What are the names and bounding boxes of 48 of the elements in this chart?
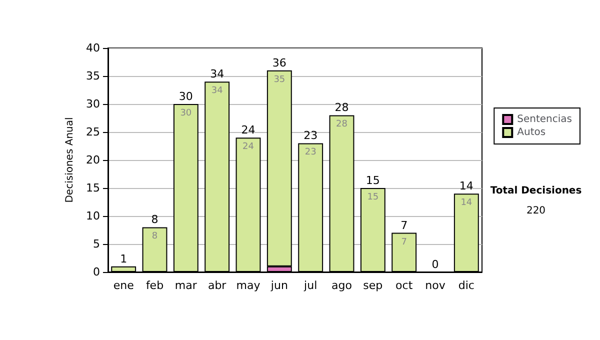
text: Total Decisiones bbox=[490, 186, 582, 196]
data-label: 7 bbox=[401, 237, 407, 248]
x-tick-label: ene bbox=[113, 279, 134, 292]
x-tick-label: mar bbox=[174, 279, 198, 292]
y-tick-label: 15 bbox=[86, 182, 100, 194]
x-tick-label: jul bbox=[303, 279, 318, 292]
data-label: 30 bbox=[180, 108, 192, 118]
y-tick-label: 35 bbox=[86, 70, 100, 82]
y-tick-label: 25 bbox=[86, 126, 100, 138]
total-label: 8 bbox=[151, 213, 158, 226]
text: 220 bbox=[526, 206, 546, 216]
data-label: 23 bbox=[304, 148, 316, 158]
total-label: 23 bbox=[304, 129, 318, 142]
x-tick-label: feb bbox=[146, 279, 164, 292]
total-label: 0 bbox=[432, 258, 439, 271]
total-label: 28 bbox=[334, 101, 349, 114]
x-tick-label: sep bbox=[363, 279, 383, 292]
total-label: 34 bbox=[210, 68, 224, 81]
data-label: 15 bbox=[367, 192, 379, 202]
total-label: 7 bbox=[400, 218, 408, 232]
data-label: 8 bbox=[152, 232, 158, 242]
data-label: 28 bbox=[336, 120, 348, 130]
x-tick-label: ago bbox=[332, 279, 352, 292]
y-tick-label: 30 bbox=[86, 98, 100, 110]
x-tick-label: oct bbox=[396, 279, 414, 292]
total-label: 1 bbox=[120, 252, 128, 266]
y-tick-label: 0 bbox=[93, 266, 100, 278]
x-tick-label: may bbox=[236, 279, 261, 292]
legend-label: Autos bbox=[517, 127, 546, 138]
x-tick-label: abr bbox=[208, 279, 227, 292]
y-tick-label: 5 bbox=[93, 238, 100, 250]
y-tick-label: 10 bbox=[86, 210, 100, 222]
y-tick-label: 20 bbox=[86, 154, 100, 166]
data-label: 34 bbox=[211, 86, 224, 96]
y-axis-title: Decisiones Anual bbox=[64, 117, 76, 203]
x-tick-label: nov bbox=[425, 279, 446, 292]
data-label: 14 bbox=[460, 198, 472, 208]
x-tick-label: dic bbox=[458, 279, 474, 292]
total-label: 24 bbox=[241, 124, 256, 137]
total-label: 15 bbox=[366, 174, 380, 187]
total-label: 30 bbox=[178, 90, 193, 103]
total-label: 36 bbox=[272, 56, 286, 70]
data-label: 35 bbox=[274, 74, 286, 85]
total-label: 14 bbox=[459, 180, 474, 193]
data-label: 24 bbox=[242, 142, 254, 152]
y-tick-label: 40 bbox=[86, 42, 100, 54]
legend-label: Sentencias bbox=[517, 114, 572, 125]
x-tick-label: jun bbox=[270, 279, 288, 292]
